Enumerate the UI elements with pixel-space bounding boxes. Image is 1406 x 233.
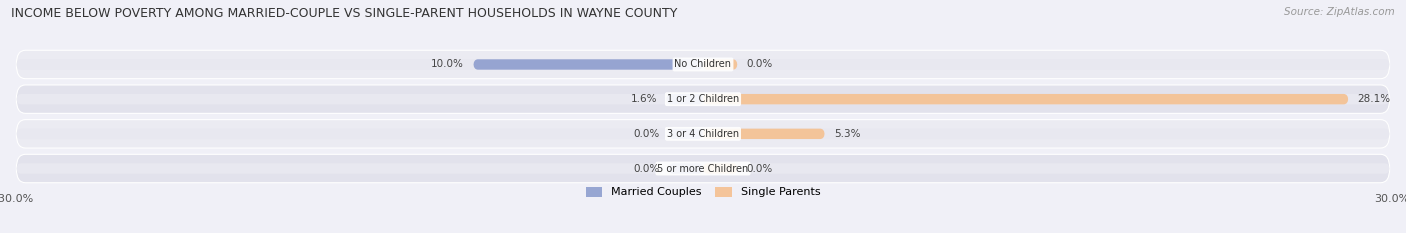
Text: 0.0%: 0.0% (747, 59, 773, 69)
FancyBboxPatch shape (669, 163, 703, 174)
FancyBboxPatch shape (703, 163, 738, 174)
Text: No Children: No Children (675, 59, 731, 69)
Text: 0.0%: 0.0% (747, 164, 773, 174)
Text: 5.3%: 5.3% (834, 129, 860, 139)
FancyBboxPatch shape (17, 50, 1389, 79)
FancyBboxPatch shape (17, 154, 1389, 183)
Text: 1.6%: 1.6% (630, 94, 657, 104)
Text: Source: ZipAtlas.com: Source: ZipAtlas.com (1284, 7, 1395, 17)
FancyBboxPatch shape (703, 129, 825, 139)
Text: 3 or 4 Children: 3 or 4 Children (666, 129, 740, 139)
FancyBboxPatch shape (17, 94, 703, 104)
Text: 5 or more Children: 5 or more Children (658, 164, 748, 174)
FancyBboxPatch shape (17, 163, 703, 174)
Text: 28.1%: 28.1% (1358, 94, 1391, 104)
Text: 0.0%: 0.0% (633, 164, 659, 174)
FancyBboxPatch shape (474, 59, 703, 70)
Legend: Married Couples, Single Parents: Married Couples, Single Parents (586, 187, 820, 197)
Text: INCOME BELOW POVERTY AMONG MARRIED-COUPLE VS SINGLE-PARENT HOUSEHOLDS IN WAYNE C: INCOME BELOW POVERTY AMONG MARRIED-COUPL… (11, 7, 678, 20)
FancyBboxPatch shape (17, 120, 1389, 148)
FancyBboxPatch shape (703, 59, 738, 70)
FancyBboxPatch shape (17, 59, 703, 70)
FancyBboxPatch shape (666, 94, 703, 104)
FancyBboxPatch shape (17, 85, 1389, 113)
FancyBboxPatch shape (17, 129, 703, 139)
FancyBboxPatch shape (703, 94, 1348, 104)
FancyBboxPatch shape (703, 163, 1389, 174)
FancyBboxPatch shape (703, 129, 1389, 139)
FancyBboxPatch shape (703, 59, 1389, 70)
Text: 1 or 2 Children: 1 or 2 Children (666, 94, 740, 104)
Text: 10.0%: 10.0% (432, 59, 464, 69)
Text: 0.0%: 0.0% (633, 129, 659, 139)
FancyBboxPatch shape (669, 129, 703, 139)
FancyBboxPatch shape (703, 94, 1389, 104)
